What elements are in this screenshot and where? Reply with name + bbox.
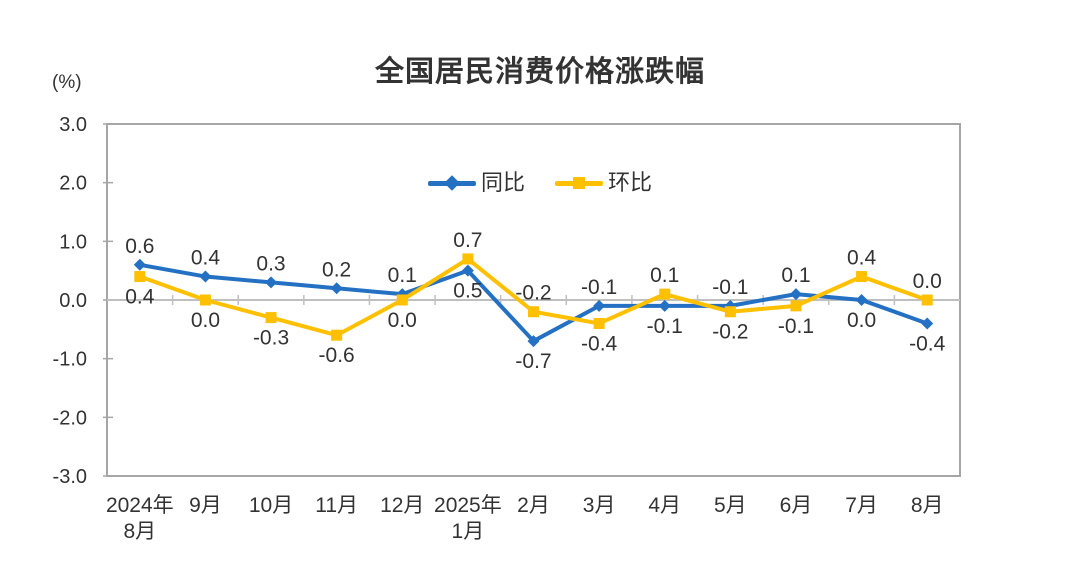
data-point-marker-环比 (331, 329, 343, 341)
tongbi-line-swatch (427, 175, 476, 191)
data-point-marker-同比 (133, 258, 146, 271)
x-axis-category-label: 4月 (648, 494, 681, 517)
x-axis-category-label: 1月 (452, 520, 485, 543)
data-label-环比: -0.4 (581, 332, 618, 355)
data-label-环比: 0.0 (913, 270, 942, 293)
x-axis-category-label: 8月 (911, 494, 944, 517)
data-label-同比: -0.1 (581, 276, 617, 299)
x-axis-category-label: 5月 (714, 494, 747, 517)
data-label-环比: 0.0 (388, 309, 417, 332)
data-point-marker-同比 (527, 335, 540, 348)
x-axis-category-label: 2025年 (434, 494, 502, 517)
legend-item-tongbi[interactable]: 同比 (427, 170, 525, 195)
data-label-环比: -0.3 (253, 327, 289, 350)
data-label-环比: 0.7 (453, 229, 482, 252)
y-axis-tick-label: 0.0 (59, 290, 87, 312)
data-label-环比: -0.1 (778, 315, 814, 338)
y-axis-tick-label: 1.0 (59, 231, 87, 253)
data-label-同比: -0.4 (909, 332, 946, 355)
data-label-环比: -0.2 (712, 321, 748, 344)
data-label-环比: 0.0 (191, 309, 220, 332)
data-label-同比: -0.1 (647, 315, 683, 338)
data-label-同比: 0.3 (256, 252, 285, 275)
data-label-同比: 0.1 (388, 264, 417, 287)
data-label-环比: 0.1 (650, 264, 679, 287)
x-axis-category-label: 6月 (780, 494, 813, 517)
legend-label-huanbi: 环比 (608, 170, 653, 195)
data-point-marker-环比 (462, 253, 474, 265)
data-point-marker-同比 (789, 288, 802, 301)
data-label-同比: 0.4 (191, 247, 221, 270)
y-axis-unit-label: (%) (52, 72, 82, 93)
huanbi-line-swatch (555, 177, 603, 189)
data-label-同比: -0.1 (712, 276, 748, 299)
data-point-marker-环比 (528, 306, 539, 318)
data-point-marker-环比 (790, 300, 802, 312)
legend-item-huanbi[interactable]: 环比 (555, 172, 652, 194)
data-point-marker-同比 (330, 282, 343, 295)
data-point-marker-同比 (265, 276, 278, 289)
y-axis-tick-label: -1.0 (53, 349, 87, 371)
data-label-环比: 0.4 (125, 286, 155, 309)
x-axis-category-label: 3月 (583, 494, 616, 517)
x-axis-category-label: 8月 (123, 520, 156, 543)
data-point-marker-环比 (593, 317, 605, 329)
square-marker-icon (573, 177, 585, 189)
data-point-marker-环比 (134, 271, 146, 283)
data-point-marker-环比 (659, 288, 671, 300)
diamond-marker-icon (444, 175, 460, 191)
data-point-marker-环比 (856, 271, 868, 283)
data-label-环比: 0.4 (847, 247, 877, 270)
y-axis-tick-label: 3.0 (59, 114, 87, 136)
data-label-同比: 0.0 (847, 309, 876, 332)
data-label-同比: 0.5 (453, 280, 482, 303)
data-label-同比: 0.1 (781, 264, 810, 287)
data-point-marker-同比 (921, 317, 934, 330)
data-point-marker-同比 (855, 294, 868, 306)
x-axis-category-label: 2月 (517, 494, 550, 517)
data-label-环比: -0.2 (515, 282, 551, 305)
x-axis-category-label: 12月 (380, 494, 424, 517)
x-axis-category-label: 10月 (249, 494, 293, 517)
data-point-marker-同比 (593, 299, 606, 312)
y-axis-tick-label: -3.0 (53, 466, 87, 488)
data-point-marker-环比 (396, 294, 408, 306)
legend: 同比 环比 (427, 170, 652, 195)
data-point-marker-同比 (199, 270, 212, 283)
data-point-marker-同比 (461, 264, 474, 277)
y-axis-tick-label: 2.0 (59, 173, 87, 195)
x-axis-category-label: 11月 (315, 494, 358, 517)
data-point-marker-环比 (265, 312, 277, 324)
chart-title: 全国居民消费价格涨跌幅 (374, 56, 705, 88)
data-point-marker-环比 (724, 306, 736, 318)
data-point-marker-环比 (921, 294, 933, 306)
x-axis-category-label: 7月 (845, 494, 878, 517)
legend-label-tongbi: 同比 (480, 170, 525, 195)
data-label-环比: -0.6 (319, 344, 355, 367)
data-label-同比: 0.2 (322, 258, 351, 281)
data-point-marker-同比 (658, 299, 671, 312)
y-axis-tick-label: -2.0 (53, 407, 87, 429)
x-axis-category-label: 9月 (189, 494, 222, 517)
x-axis-category-label: 2024年 (106, 494, 174, 517)
data-label-同比: 0.6 (125, 235, 154, 258)
data-label-同比: -0.7 (515, 350, 551, 373)
data-point-marker-环比 (199, 294, 211, 306)
